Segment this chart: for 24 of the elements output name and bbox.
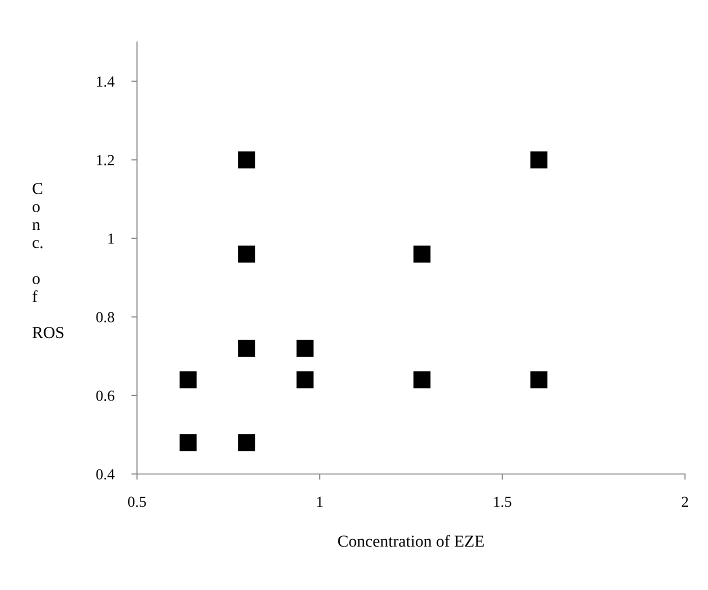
y-tick-label: 0.6 <box>96 390 114 401</box>
point <box>238 151 256 168</box>
point <box>238 434 256 452</box>
x-tick-label: 2 <box>682 496 688 507</box>
point <box>530 151 548 168</box>
x-tick-label: 1.5 <box>494 496 512 508</box>
point <box>413 371 430 388</box>
point <box>238 340 256 357</box>
point <box>238 246 256 263</box>
x-axis-title: Concentration of EZE <box>338 534 484 547</box>
x-tick-label: 1 <box>317 496 323 507</box>
point <box>180 434 197 452</box>
y-tick-label: 0.4 <box>96 469 115 480</box>
y-tick-label: 1 <box>108 234 114 244</box>
x-tick-label: 0.5 <box>128 496 146 508</box>
y-tick-label: 1.2 <box>97 155 114 166</box>
y-tick-label: 1.4 <box>97 76 115 87</box>
point <box>180 371 197 388</box>
point <box>296 340 314 357</box>
point <box>413 246 430 263</box>
text: Conc. of ROS <box>32 182 64 338</box>
point <box>530 371 548 388</box>
y-tick-label: 0.8 <box>96 312 114 322</box>
point <box>296 371 314 388</box>
